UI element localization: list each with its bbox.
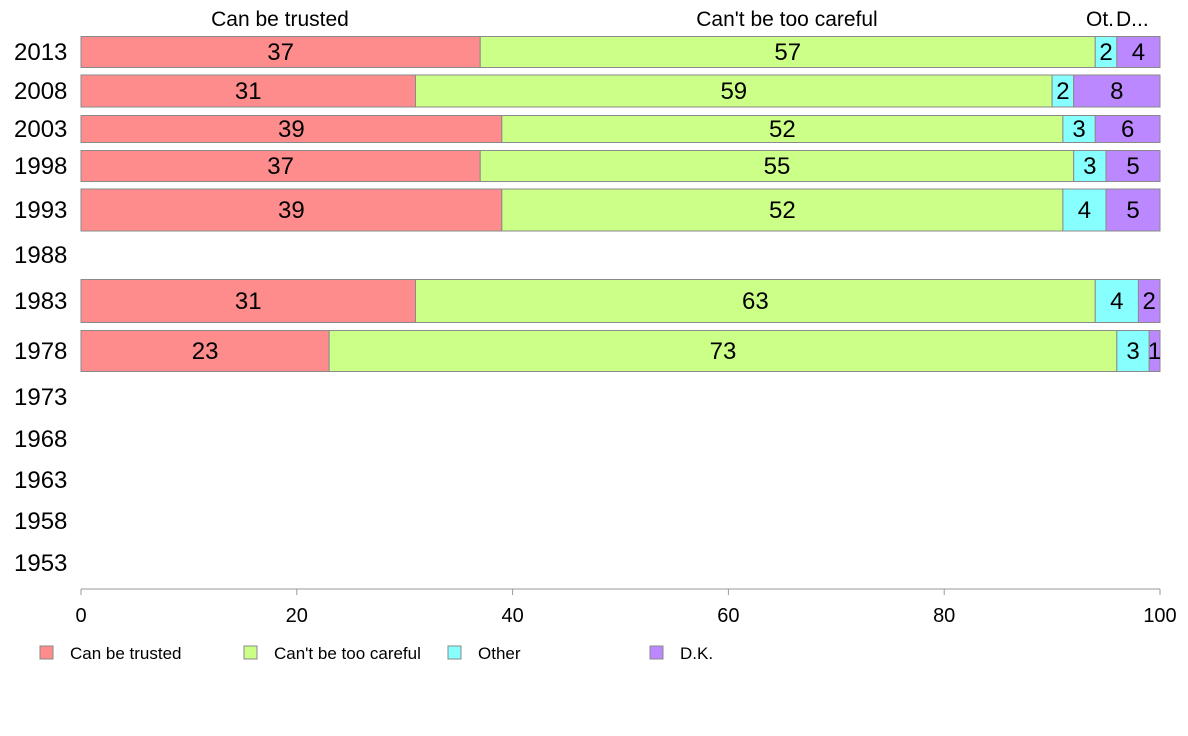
bar-1998-other bbox=[1073, 150, 1107, 182]
data-label-2008-d-k: 8 bbox=[1110, 78, 1123, 105]
top-label-can-t-be-too-careful: Can't be too careful bbox=[696, 8, 877, 31]
bar-1998-can-be-trusted bbox=[80, 150, 481, 182]
bar-1983-other bbox=[1094, 279, 1139, 323]
legend: Can be trusted Can't be too careful Other D… bbox=[39, 644, 713, 663]
year-label-1963: 1963 bbox=[14, 467, 67, 494]
x-tick-label-20: 20 bbox=[286, 605, 308, 627]
year-label-1973: 1973 bbox=[14, 384, 67, 411]
x-tick-label-40: 40 bbox=[501, 605, 523, 627]
bar-2013-can-t-be-too-careful bbox=[479, 36, 1096, 68]
data-label-1998-other: 3 bbox=[1083, 153, 1096, 180]
data-label-2013-can-t-be-too-careful: 57 bbox=[774, 39, 801, 66]
year-label-2008: 2008 bbox=[14, 78, 67, 105]
data-label-1993-can-t-be-too-careful: 52 bbox=[769, 197, 796, 224]
year-label-1988: 1988 bbox=[14, 242, 67, 269]
data-label-2003-other: 3 bbox=[1072, 116, 1085, 143]
legend-label-d-k: D.K. bbox=[680, 644, 713, 663]
year-label-1993: 1993 bbox=[14, 197, 67, 224]
data-label-2003-d-k: 6 bbox=[1121, 116, 1134, 143]
data-label-2013-other: 2 bbox=[1099, 39, 1112, 66]
bar-2013-can-be-trusted bbox=[80, 36, 481, 68]
bar-1998-d-k bbox=[1105, 150, 1161, 182]
bar-1978-d-k bbox=[1148, 330, 1161, 372]
top-label-d: D... bbox=[1116, 8, 1149, 31]
top-label-can-be-trusted: Can be trusted bbox=[211, 8, 349, 31]
data-label-2003-can-be-trusted: 39 bbox=[278, 116, 305, 143]
year-axis: 2013 2008 2003 1998 1993 1988 1983 1978 1973 1968… bbox=[14, 39, 67, 577]
legend-swatch-other bbox=[447, 645, 462, 660]
x-axis: 0 20 40 60 80 100 bbox=[75, 588, 1177, 627]
legend-swatch-can-t-be-too-careful bbox=[243, 645, 258, 660]
data-label-1993-can-be-trusted: 39 bbox=[278, 197, 305, 224]
data-label-1993-other: 4 bbox=[1078, 197, 1091, 224]
bar-2008-can-be-trusted bbox=[80, 74, 416, 108]
bar-1978-can-t-be-too-careful bbox=[328, 330, 1118, 372]
bar-2003-can-t-be-too-careful bbox=[501, 115, 1064, 143]
data-label-2008-other: 2 bbox=[1056, 78, 1069, 105]
data-label-1998-d-k: 5 bbox=[1126, 153, 1139, 180]
bar-1978-other bbox=[1116, 330, 1150, 372]
data-label-1978-can-be-trusted: 23 bbox=[192, 338, 219, 365]
data-label-1983-other: 4 bbox=[1110, 288, 1123, 315]
legend-label-can-be-trusted: Can be trusted bbox=[70, 644, 182, 663]
x-tick-label-100: 100 bbox=[1143, 605, 1176, 627]
bar-2008-d-k bbox=[1073, 74, 1161, 108]
data-label-1983-d-k: 2 bbox=[1143, 288, 1156, 315]
legend-swatch-can-be-trusted bbox=[39, 645, 54, 660]
x-tick-label-80: 80 bbox=[933, 605, 955, 627]
data-label-2013-can-be-trusted: 37 bbox=[267, 39, 294, 66]
top-label-ot: Ot. bbox=[1086, 8, 1114, 31]
data-label-1978-d-k: 1 bbox=[1148, 338, 1161, 365]
bars: 37 57 2 431 59 2 839 52 3 637 55 3 539 52 4 531 63 4 223 73… bbox=[80, 36, 1161, 372]
bar-1998-can-t-be-too-careful bbox=[479, 150, 1075, 182]
year-label-1978: 1978 bbox=[14, 338, 67, 365]
data-label-1983-can-be-trusted: 31 bbox=[235, 288, 262, 315]
x-tick-label-0: 0 bbox=[75, 605, 86, 627]
top-category-labels: Can be trusted Can't be too careful Ot. D..… bbox=[211, 8, 1149, 31]
bar-2003-d-k bbox=[1094, 115, 1161, 143]
bar-1978-can-be-trusted bbox=[80, 330, 330, 372]
bar-2003-can-be-trusted bbox=[80, 115, 503, 143]
data-label-1983-can-t-be-too-careful: 63 bbox=[742, 288, 769, 315]
data-label-1998-can-be-trusted: 37 bbox=[267, 153, 294, 180]
year-label-2003: 2003 bbox=[14, 116, 67, 143]
data-label-2008-can-be-trusted: 31 bbox=[235, 78, 262, 105]
data-label-1978-can-t-be-too-careful: 73 bbox=[710, 338, 737, 365]
year-label-1958: 1958 bbox=[14, 508, 67, 535]
bar-2008-can-t-be-too-careful bbox=[414, 74, 1053, 108]
legend-label-other: Other bbox=[478, 644, 521, 663]
bar-1993-d-k bbox=[1105, 188, 1161, 232]
data-label-2003-can-t-be-too-careful: 52 bbox=[769, 116, 796, 143]
year-label-1983: 1983 bbox=[14, 288, 67, 315]
data-label-1978-other: 3 bbox=[1126, 338, 1139, 365]
legend-label-can-t-be-too-careful: Can't be too careful bbox=[274, 644, 421, 663]
year-label-1953: 1953 bbox=[14, 550, 67, 577]
bar-2013-d-k bbox=[1116, 36, 1161, 68]
data-label-2008-can-t-be-too-careful: 59 bbox=[720, 78, 747, 105]
legend-swatch-d-k bbox=[649, 645, 664, 660]
data-label-1998-can-t-be-too-careful: 55 bbox=[764, 153, 791, 180]
year-label-1998: 1998 bbox=[14, 153, 67, 180]
year-label-1968: 1968 bbox=[14, 426, 67, 453]
x-tick-label-60: 60 bbox=[717, 605, 739, 627]
data-label-2013-d-k: 4 bbox=[1132, 39, 1145, 66]
bar-1983-d-k bbox=[1137, 279, 1161, 323]
bar-1993-other bbox=[1062, 188, 1107, 232]
bar-2003-other bbox=[1062, 115, 1096, 143]
year-label-2013: 2013 bbox=[14, 39, 67, 66]
data-label-1993-d-k: 5 bbox=[1126, 197, 1139, 224]
